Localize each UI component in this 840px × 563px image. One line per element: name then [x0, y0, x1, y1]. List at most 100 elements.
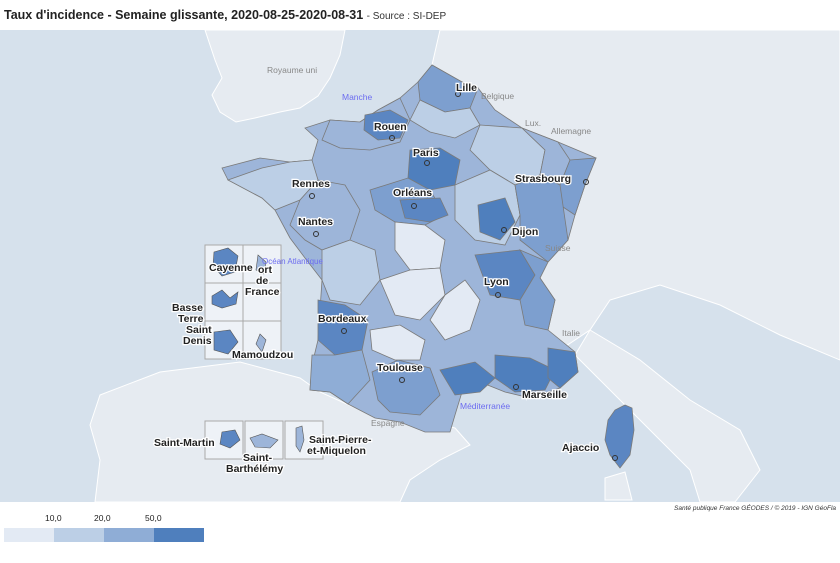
marker-orleans	[411, 203, 417, 209]
source-text: - Source : SI-DEP	[366, 11, 447, 22]
region-picardie	[409, 99, 481, 139]
legend-tick-10: 10,0	[45, 513, 62, 523]
label-strasbourg: Strasbourg	[515, 173, 571, 185]
label-mediterranee: Méditerranée	[460, 401, 510, 411]
sea-labels: Manche Océan Atlantique Méditerranée	[262, 92, 510, 411]
label-saint-denis: Saint Denis	[183, 324, 215, 347]
label-cayenne: Cayenne	[209, 262, 253, 274]
guyane-shape	[212, 247, 239, 277]
label-saint-martin: Saint-Martin	[154, 437, 215, 449]
france-mainland[interactable]	[221, 64, 597, 433]
label-belgique: Belgique	[481, 91, 514, 101]
region-auvergne	[429, 279, 481, 341]
label-luxembourg: Lux.	[525, 118, 541, 128]
martinique-shape	[255, 254, 267, 275]
region-alpes	[519, 249, 556, 331]
label-toulouse: Toulouse	[377, 362, 423, 374]
label-mamoudzou: Mamoudzou	[232, 349, 293, 361]
label-manche: Manche	[342, 92, 373, 102]
label-rennes: Rennes	[292, 178, 330, 190]
marker-lille	[455, 91, 461, 97]
label-espagne: Espagne	[371, 418, 405, 428]
legend-swatch-3	[104, 528, 154, 542]
label-allemagne: Allemagne	[551, 126, 591, 136]
region-rouen	[363, 109, 409, 141]
label-nantes: Nantes	[298, 216, 333, 228]
spm-shape	[295, 425, 305, 453]
label-basse: Basse	[172, 302, 203, 314]
sardinia-land	[604, 471, 633, 501]
title-text: Taux d'incidence - Semaine glissante, 20…	[4, 8, 364, 22]
overseas-labels: Cayenne ort de France Basse Terre Saint …	[153, 261, 374, 477]
region-aquitaine	[309, 349, 371, 405]
marker-marseille	[513, 384, 519, 390]
legend-swatch-2	[54, 528, 104, 542]
label-denis: Denis	[183, 335, 212, 347]
marker-toulouse	[399, 377, 405, 383]
label-paris: Paris	[413, 147, 439, 159]
mayotte-shape	[255, 333, 267, 353]
label-saint-barthelemy: Saint- Barthélémy	[226, 452, 283, 475]
label-miquelon: et-Miquelon	[307, 445, 366, 457]
legend-tick-20: 20,0	[94, 513, 111, 523]
label-fort-de-france: ort de France	[245, 264, 280, 298]
label-spm: Saint-Pierre- et-Miquelon	[307, 434, 374, 457]
marker-rennes	[309, 193, 315, 199]
overseas-shapes[interactable]	[211, 247, 305, 453]
region-lot	[369, 324, 426, 361]
region-nice	[547, 347, 579, 389]
label-rouen: Rouen	[374, 121, 407, 133]
region-toulouse	[371, 359, 441, 416]
country-labels: Royaume uni Belgique Lux. Allemagne Suis…	[267, 65, 591, 428]
label-france: France	[245, 286, 280, 298]
marker-bordeaux	[341, 328, 347, 334]
label-bordeaux: Bordeaux	[318, 313, 367, 325]
region-dijon	[477, 197, 516, 241]
label-dijon: Dijon	[512, 226, 538, 238]
label-de: de	[256, 275, 268, 287]
uk-land	[204, 29, 346, 123]
reunion-shape	[213, 329, 239, 355]
marker-strasbourg	[583, 179, 589, 185]
map-credit: Santé publique France GÉODES / © 2019 - …	[674, 505, 836, 512]
label-saint-b: Saint-	[243, 452, 273, 464]
guadeloupe-shape	[211, 289, 239, 309]
city-markers	[309, 91, 618, 461]
marker-dijon	[501, 227, 507, 233]
saint-martin-shape	[219, 429, 241, 449]
marker-lyon	[495, 292, 501, 298]
map-canvas[interactable]: Royaume uni Belgique Lux. Allemagne Suis…	[0, 29, 840, 503]
label-lille: Lille	[456, 82, 477, 94]
legend-swatch-1	[4, 528, 54, 542]
saint-barthelemy-shape	[249, 433, 279, 449]
map-title: Taux d'incidence - Semaine glissante, 20…	[4, 8, 446, 22]
label-suisse: Suisse	[545, 243, 571, 253]
label-terre: Terre	[178, 313, 204, 325]
marker-paris	[424, 160, 430, 166]
label-marseille: Marseille	[522, 389, 567, 401]
region-poitou	[321, 239, 381, 306]
legend-tick-50: 50,0	[145, 513, 162, 523]
legend: 10,0 20,0 50,0	[4, 513, 214, 549]
label-italie: Italie	[562, 328, 580, 338]
region-franche-comte	[514, 174, 569, 263]
label-basse-terre: Basse Terre	[172, 302, 206, 325]
label-barthelemy: Barthélémy	[226, 463, 283, 475]
label-ajaccio: Ajaccio	[562, 442, 599, 454]
title-bar: Taux d'incidence - Semaine glissante, 20…	[0, 0, 840, 30]
label-lyon: Lyon	[484, 276, 509, 288]
label-uk: Royaume uni	[267, 65, 317, 75]
marker-nantes	[313, 231, 319, 237]
label-saint-pierre: Saint-Pierre-	[309, 434, 372, 446]
legend-swatch-4	[154, 528, 204, 542]
label-ocean: Océan Atlantique	[262, 257, 323, 266]
region-marseille	[494, 354, 556, 393]
marker-rouen	[389, 135, 395, 141]
label-fort: ort	[258, 264, 273, 276]
region-herault	[439, 361, 496, 396]
marker-ajaccio	[612, 455, 618, 461]
label-saint: Saint	[186, 324, 212, 336]
label-orleans: Orléans	[393, 187, 432, 199]
city-labels: Lille Rouen Paris Rennes Orléans Strasbo…	[291, 81, 601, 456]
corsica[interactable]	[604, 404, 635, 469]
